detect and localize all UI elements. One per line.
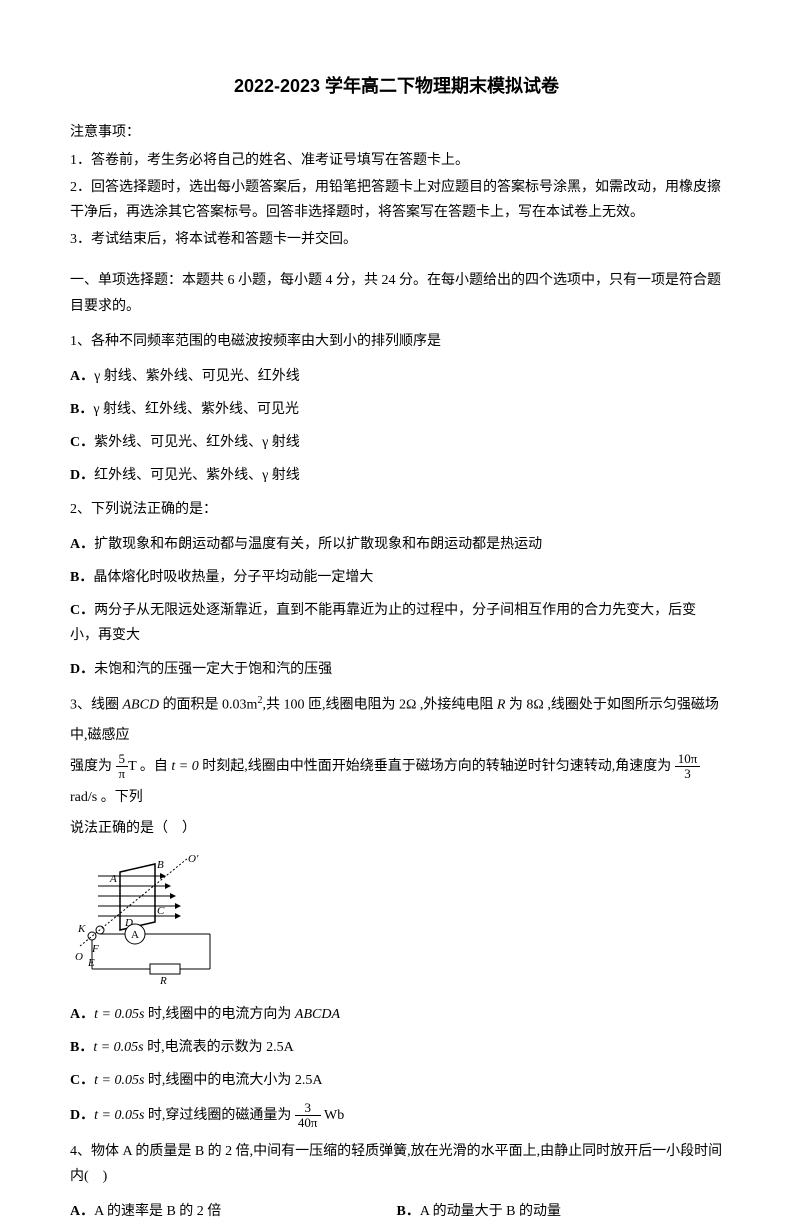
exam-title: 2022-2023 学年高二下物理期末模拟试卷 <box>70 70 723 102</box>
q3-c-p2: 时,线圈中的电流大小为 2.5A <box>144 1073 322 1088</box>
diagram-ammeter-label: A <box>131 929 139 941</box>
q1-a-text: γ 射线、紫外线、可见光、红外线 <box>94 369 300 384</box>
option-label-a: A． <box>70 369 94 384</box>
option-label-c: C． <box>70 1073 94 1088</box>
option-label-b: B． <box>70 570 93 585</box>
question-2-stem: 2、下列说法正确的是： <box>70 497 723 522</box>
option-label-b: B． <box>70 402 93 417</box>
q3-p8: 。下列 <box>97 790 143 805</box>
diagram-label-e: E <box>87 957 95 969</box>
q3-abcd: ABCD <box>123 697 160 712</box>
q1-option-d: D．红外线、可见光、紫外线、γ 射线 <box>70 463 723 488</box>
q3-p2: 的面积是 0.03m <box>159 697 257 712</box>
q3-b-p2: 时,电流表的示数为 2.5A <box>144 1040 294 1055</box>
q3-d-frac: 340π <box>295 1101 321 1131</box>
option-label-a: A． <box>70 1007 94 1022</box>
option-label-c: C． <box>70 603 94 618</box>
q3-option-a: A．t = 0.05s 时,线圈中的电流方向为 ABCDA <box>70 1002 723 1027</box>
q1-b-text: γ 射线、红外线、紫外线、可见光 <box>93 402 299 417</box>
q3-frac2-den: 3 <box>675 767 701 781</box>
q3-a-p3: ABCDA <box>295 1007 340 1022</box>
q1-option-c: C．紫外线、可见光、红外线、γ 射线 <box>70 430 723 455</box>
q2-option-c: C．两分子从无限远处逐渐靠近，直到不能再靠近为止的过程中，分子间相互作用的合力先… <box>70 598 723 648</box>
option-label-d: D． <box>70 1108 94 1123</box>
diagram-label-oprime: O′ <box>188 854 199 865</box>
q1-c-text: 紫外线、可见光、红外线、γ 射线 <box>94 435 300 450</box>
q3-p9: 说法正确的是（ ） <box>70 821 196 836</box>
q3-unit-rads: rad/s <box>70 790 97 805</box>
q3-d-unit: Wb <box>321 1108 345 1123</box>
notice-header: 注意事项： <box>70 120 723 145</box>
q1-option-a: A．γ 射线、紫外线、可见光、红外线 <box>70 364 723 389</box>
q3-d-t: t = 0.05s <box>94 1108 144 1123</box>
option-label-a: A． <box>70 537 94 552</box>
option-label-d: D． <box>70 662 94 677</box>
q3-t0: t = 0 <box>171 759 198 774</box>
q3-frac1-den: π <box>116 767 129 781</box>
q3-circuit-diagram: O′ B A C D K F O E A R <box>70 854 723 993</box>
q3-frac1: 5π <box>116 752 129 782</box>
q3-p3: ,共 100 匝,线圈电阻为 2Ω ,外接纯电阻 <box>262 697 496 712</box>
q3-d-frac-den: 40π <box>295 1116 321 1130</box>
q1-d-text: 红外线、可见光、紫外线、γ 射线 <box>94 468 300 483</box>
notice-item-1: 1．答卷前，考生务必将自己的姓名、准考证号填写在答题卡上。 <box>70 148 723 173</box>
diagram-label-r: R <box>159 975 167 984</box>
q3-d-p2: 时,穿过线圈的磁通量为 <box>144 1108 295 1123</box>
q4-options-row: A．A 的速率是 B 的 2 倍 B．A 的动量大于 B 的动量 <box>70 1199 723 1232</box>
q3-option-c: C．t = 0.05s 时,线圈中的电流大小为 2.5A <box>70 1068 723 1093</box>
q2-c-text: 两分子从无限远处逐渐靠近，直到不能再靠近为止的过程中，分子间相互作用的合力先变大… <box>70 603 696 643</box>
diagram-label-a: A <box>109 873 117 885</box>
q2-a-text: 扩散现象和布朗运动都与温度有关，所以扩散现象和布朗运动都是热运动 <box>94 537 542 552</box>
q3-a-p2: 时,线圈中的电流方向为 <box>144 1007 295 1022</box>
diagram-label-c: C <box>157 905 165 917</box>
q3-p7: 时刻起,线圈由中性面开始绕垂直于磁场方向的转轴逆时针匀速转动,角速度为 <box>199 759 675 774</box>
question-1-stem: 1、各种不同频率范围的电磁波按频率由大到小的排列顺序是 <box>70 329 723 354</box>
diagram-label-o: O <box>75 951 83 963</box>
q3-frac2-num: 10π <box>675 752 701 767</box>
option-label-a: A． <box>70 1204 94 1219</box>
q2-option-b: B．晶体熔化时吸收热量，分子平均动能一定增大 <box>70 565 723 590</box>
option-label-b: B． <box>70 1040 93 1055</box>
diagram-label-b: B <box>157 859 164 871</box>
q2-b-text: 晶体熔化时吸收热量，分子平均动能一定增大 <box>93 570 373 585</box>
q2-option-d: D．未饱和汽的压强一定大于饱和汽的压强 <box>70 657 723 682</box>
notice-item-2: 2．回答选择题时，选出每小题答案后，用铅笔把答题卡上对应题目的答案标号涂黑，如需… <box>70 175 723 225</box>
q2-option-a: A．扩散现象和布朗运动都与温度有关，所以扩散现象和布朗运动都是热运动 <box>70 532 723 557</box>
q4-a-text: A 的速率是 B 的 2 倍 <box>94 1204 221 1219</box>
q3-a-t: t = 0.05s <box>94 1007 144 1022</box>
q3-option-d: D．t = 0.05s 时,穿过线圈的磁通量为 340π Wb <box>70 1101 723 1131</box>
q3-c-t: t = 0.05s <box>94 1073 144 1088</box>
q3-p1: 3、线圈 <box>70 697 123 712</box>
q3-frac1-num: 5 <box>116 752 129 767</box>
notice-item-3: 3．考试结束后，将本试卷和答题卡一并交回。 <box>70 227 723 252</box>
option-label-b: B． <box>397 1204 420 1219</box>
question-3-stem: 3、线圈 ABCD 的面积是 0.03m2,共 100 匝,线圈电阻为 2Ω ,… <box>70 690 723 845</box>
q3-b-t: t = 0.05s <box>93 1040 143 1055</box>
q3-p6: 。自 <box>136 759 171 774</box>
q4-option-b: B．A 的动量大于 B 的动量 <box>397 1199 724 1224</box>
option-label-c: C． <box>70 435 94 450</box>
q3-p5: 强度为 <box>70 759 116 774</box>
q2-d-text: 未饱和汽的压强一定大于饱和汽的压强 <box>94 662 332 677</box>
q4-b-text: A 的动量大于 B 的动量 <box>420 1204 561 1219</box>
q3-option-b: B．t = 0.05s 时,电流表的示数为 2.5A <box>70 1035 723 1060</box>
q3-d-frac-num: 3 <box>295 1101 321 1116</box>
diagram-label-k: K <box>77 923 86 935</box>
q3-frac2: 10π3 <box>675 752 701 782</box>
section-1-header: 一、单项选择题：本题共 6 小题，每小题 4 分，共 24 分。在每小题给出的四… <box>70 268 723 318</box>
question-4-stem: 4、物体 A 的质量是 B 的 2 倍,中间有一压缩的轻质弹簧,放在光滑的水平面… <box>70 1139 723 1189</box>
option-label-d: D． <box>70 468 94 483</box>
q4-option-a: A．A 的速率是 B 的 2 倍 <box>70 1199 397 1224</box>
q1-option-b: B．γ 射线、红外线、紫外线、可见光 <box>70 397 723 422</box>
